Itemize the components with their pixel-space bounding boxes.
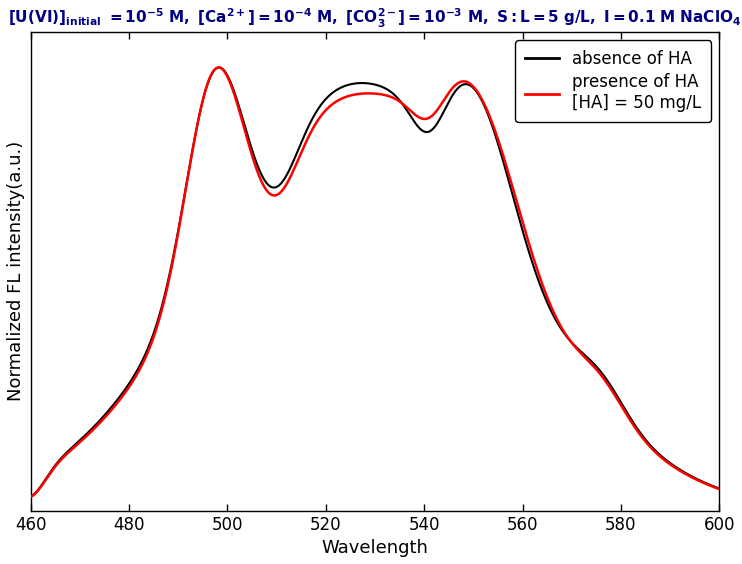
Legend: absence of HA, presence of HA
[HA] = 50 mg/L: absence of HA, presence of HA [HA] = 50 … bbox=[515, 40, 711, 122]
X-axis label: Wavelength: Wavelength bbox=[321, 539, 428, 557]
Y-axis label: Normalized FL intensity(a.u.): Normalized FL intensity(a.u.) bbox=[7, 141, 25, 402]
Title: $\mathbf{[U(VI)]_{initial}}$ $\mathbf{= 10^{-5}}$ $\mathbf{M,}$ $\mathbf{[Ca^{2+: $\mathbf{[U(VI)]_{initial}}$ $\mathbf{= … bbox=[8, 7, 741, 30]
